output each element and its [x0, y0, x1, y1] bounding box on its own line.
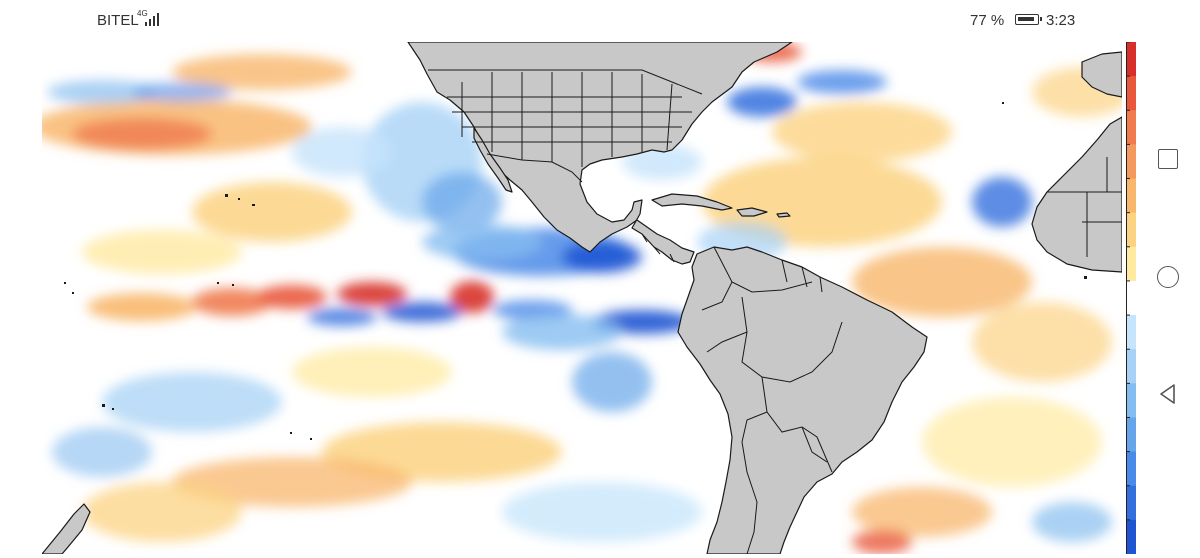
colorbar-segment	[1127, 349, 1136, 384]
new-zealand	[42, 503, 91, 554]
colorbar-segment	[1127, 42, 1136, 77]
colorbar-segment	[1127, 76, 1136, 111]
iberia	[1081, 51, 1122, 98]
battery-percent: 77 %	[970, 12, 1005, 29]
android-nav-bar	[1138, 0, 1200, 554]
colorbar-segment	[1127, 315, 1136, 350]
colorbar-svg	[1127, 41, 1136, 555]
colorbar-segment	[1127, 110, 1136, 145]
political-borders	[428, 69, 1122, 554]
cuba	[651, 193, 733, 211]
carrier-label: BITEL	[97, 12, 139, 29]
colorbar-segment	[1127, 383, 1136, 418]
clock: 3:23	[1046, 12, 1076, 29]
status-bar: BITEL 4G 77 % 3:23	[42, 0, 1138, 42]
puerto-rico	[776, 212, 791, 218]
colorbar-segment	[1127, 212, 1136, 248]
recent-apps-square-icon[interactable]	[1158, 149, 1178, 169]
colorbar-segment	[1127, 178, 1136, 214]
screen-left-margin	[0, 0, 42, 554]
sst-anomaly-map[interactable]	[42, 42, 1122, 554]
colorbar-segment	[1127, 451, 1136, 487]
home-circle-icon[interactable]	[1157, 266, 1179, 288]
anomaly-colorbar	[1126, 41, 1136, 555]
colorbar-segment	[1127, 144, 1136, 180]
back-triangle-icon[interactable]	[1156, 382, 1180, 406]
hispaniola	[736, 207, 768, 217]
colorbar-segment	[1127, 417, 1136, 453]
sst-anomaly-map-svg	[42, 42, 1122, 554]
anomaly-field	[42, 42, 1122, 554]
africa	[1031, 116, 1122, 273]
signal-strength-icon	[145, 12, 163, 26]
battery-icon	[1015, 14, 1042, 25]
pacific-islands	[64, 102, 1087, 440]
colorbar-segment	[1127, 485, 1136, 521]
colorbar-segment	[1127, 519, 1136, 555]
network-type-badge: 4G	[137, 9, 148, 18]
colorbar-segment	[1127, 246, 1136, 282]
baja-california	[473, 127, 513, 193]
south-america	[677, 246, 928, 554]
colorbar-segment	[1127, 280, 1136, 316]
